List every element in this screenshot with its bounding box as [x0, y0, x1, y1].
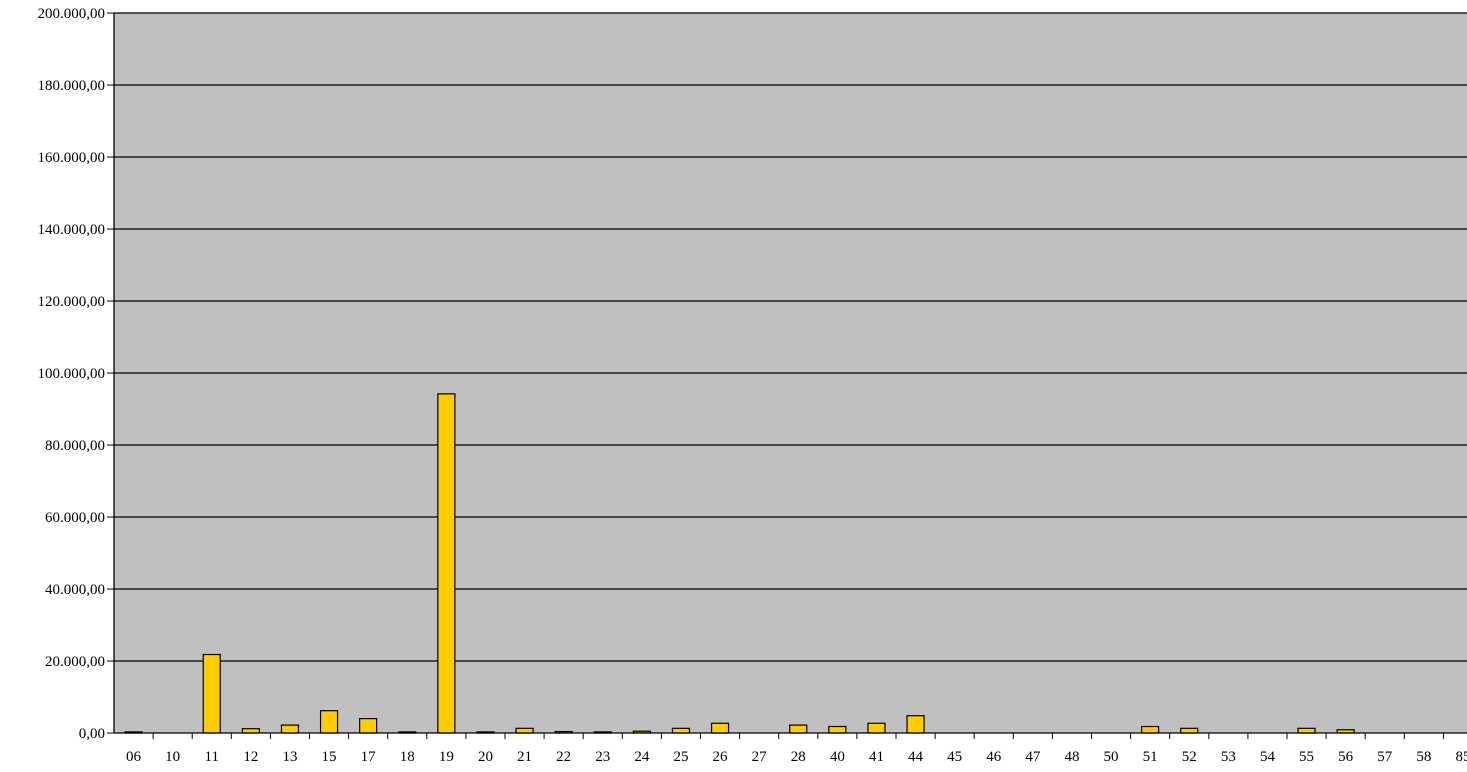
x-tick-label: 25: [673, 749, 688, 765]
x-tick-label: 53: [1221, 749, 1236, 765]
x-tick-label: 54: [1260, 749, 1276, 765]
gridlines: [114, 12, 1467, 662]
x-tick-label: 28: [791, 749, 806, 765]
y-tick-label: 120.000,00: [38, 294, 106, 310]
y-tick-label: 40.000,00: [45, 582, 105, 598]
x-tick-label: 15: [322, 749, 337, 765]
bars: [124, 393, 1355, 734]
x-tick-label: 24: [634, 749, 650, 765]
x-tick-label: 23: [595, 749, 610, 765]
x-tick-label: 56: [1338, 749, 1354, 765]
x-tick-label: 06: [126, 749, 142, 765]
x-tick-label: 51: [1143, 749, 1158, 765]
x-tick-label: 57: [1377, 749, 1393, 765]
x-tick-label: 22: [556, 749, 571, 765]
y-tick-label: 100.000,00: [38, 366, 106, 382]
x-tick-label: 11: [205, 749, 219, 765]
bar: [437, 393, 456, 734]
bar: [671, 727, 691, 734]
x-tick-label: 17: [361, 749, 377, 765]
x-tick-label: 20: [478, 749, 493, 765]
x-tick-label: 48: [1064, 749, 1079, 765]
x-tick-label: 21: [517, 749, 532, 765]
bar: [359, 717, 378, 734]
x-tick-label: 40: [830, 749, 845, 765]
bar: [867, 722, 886, 734]
bar: [710, 722, 730, 734]
bar: [906, 715, 925, 734]
bar: [319, 710, 339, 734]
y-tick-label: 20.000,00: [45, 654, 105, 670]
y-tick-label: 140.000,00: [38, 222, 106, 238]
x-axis-ticks: 06 10 11 12 13 15 17 18 19 20 21 22 23 24 25 26 27 28 40 41…: [126, 733, 1467, 765]
x-tick-label: 18: [400, 749, 415, 765]
y-tick-label: 60.000,00: [45, 510, 105, 526]
x-tick-label: 58: [1416, 749, 1431, 765]
x-tick-label: 50: [1104, 749, 1119, 765]
bar: [280, 724, 300, 734]
y-tick-label: 180.000,00: [38, 78, 106, 94]
bar: [1297, 727, 1316, 734]
x-tick-label: 85: [1455, 749, 1467, 765]
bar: [828, 725, 847, 734]
bar: [202, 653, 221, 734]
bar: [789, 724, 808, 734]
y-axis-ticks: 0,00 20.000,00 40.000,00 60.000,00 80.000,00…: [38, 6, 114, 742]
x-tick-label: 27: [752, 749, 768, 765]
x-tick-label: 47: [1025, 749, 1041, 765]
x-tick-label: 55: [1299, 749, 1314, 765]
bar: [1141, 725, 1160, 734]
x-tick-label: 26: [713, 749, 729, 765]
y-tick-label: 0,00: [79, 726, 105, 742]
bar: [515, 727, 534, 734]
x-tick-label: 44: [908, 749, 924, 765]
x-tick-label: 19: [439, 749, 454, 765]
y-tick-label: 200.000,00: [38, 6, 106, 22]
bar: [1180, 727, 1199, 734]
y-tick-label: 160.000,00: [38, 150, 106, 166]
x-tick-label: 12: [243, 749, 258, 765]
x-tick-label: 52: [1182, 749, 1197, 765]
x-tick-label: 10: [165, 749, 180, 765]
x-tick-label: 13: [282, 749, 297, 765]
x-tick-label: 46: [986, 749, 1002, 765]
y-tick-label: 80.000,00: [45, 438, 105, 454]
x-tick-label: 45: [947, 749, 962, 765]
x-tick-label: 41: [869, 749, 884, 765]
